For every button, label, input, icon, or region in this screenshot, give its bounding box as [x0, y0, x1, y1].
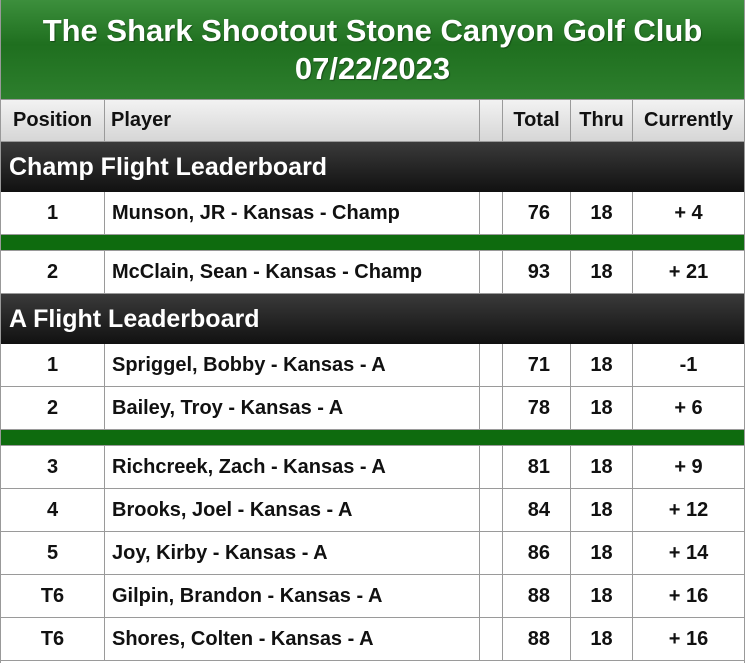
cell-player: Munson, JR - Kansas - Champ — [105, 192, 480, 234]
cell-thru: 18 — [571, 192, 633, 234]
cell-blank — [480, 192, 503, 234]
table-row: 1 Munson, JR - Kansas - Champ 76 18 + 4 — [1, 192, 744, 235]
cell-position: 2 — [1, 251, 105, 293]
cell-position: T6 — [1, 618, 105, 660]
cell-currently: + 12 — [668, 498, 709, 521]
cell-blank — [480, 251, 503, 293]
column-header-row: Position Player Total Thru Currently — [1, 99, 744, 142]
section-a-flight: A Flight Leaderboard — [1, 294, 744, 344]
cell-currently: + 16 — [668, 627, 709, 650]
cell-blank — [480, 446, 503, 488]
cell-currently: + 6 — [674, 396, 703, 419]
header-blank — [480, 100, 503, 141]
cell-thru: 18 — [571, 532, 633, 574]
cell-total: 93 — [503, 251, 571, 293]
cell-blank — [480, 489, 503, 531]
cell-currently: + 16 — [668, 584, 709, 607]
cell-position: 3 — [1, 446, 105, 488]
cell-blank — [480, 618, 503, 660]
cell-total: 88 — [503, 618, 571, 660]
cell-player: Brooks, Joel - Kansas - A — [105, 489, 480, 531]
header-thru: Thru — [571, 100, 633, 141]
table-row: 1 Spriggel, Bobby - Kansas - A 71 18 -1 — [1, 344, 744, 387]
cell-player: Spriggel, Bobby - Kansas - A — [105, 344, 480, 386]
table-row: T6 Gilpin, Brandon - Kansas - A 88 18 + … — [1, 575, 744, 618]
table-row: 2 Bailey, Troy - Kansas - A 78 18 + 6 — [1, 387, 744, 430]
cell-total: 81 — [503, 446, 571, 488]
table-row: T6 Shores, Colten - Kansas - A 88 18 + 1… — [1, 618, 744, 661]
header-total: Total — [503, 100, 571, 141]
cell-player: Bailey, Troy - Kansas - A — [105, 387, 480, 429]
cell-position: 2 — [1, 387, 105, 429]
cell-blank — [480, 532, 503, 574]
cell-currently: + 9 — [674, 455, 703, 478]
cell-total: 76 — [503, 192, 571, 234]
header-currently: Currently — [644, 109, 733, 131]
cell-blank — [480, 575, 503, 617]
cell-thru: 18 — [571, 251, 633, 293]
cell-total: 78 — [503, 387, 571, 429]
cut-separator — [1, 235, 744, 251]
cell-player: Joy, Kirby - Kansas - A — [105, 532, 480, 574]
title-date: 07/22/2023 — [294, 51, 451, 86]
cell-position: T6 — [1, 575, 105, 617]
cell-blank — [480, 344, 503, 386]
cell-position: 1 — [1, 192, 105, 234]
table-row: 2 McClain, Sean - Kansas - Champ 93 18 +… — [1, 251, 744, 294]
cell-player: Gilpin, Brandon - Kansas - A — [105, 575, 480, 617]
cell-position: 4 — [1, 489, 105, 531]
cell-currently: + 4 — [674, 201, 703, 224]
cell-currently: + 21 — [668, 260, 709, 283]
header-position: Position — [1, 100, 105, 141]
section-champ-flight: Champ Flight Leaderboard — [1, 142, 744, 192]
cell-thru: 18 — [571, 387, 633, 429]
cell-currently: + 14 — [668, 541, 709, 564]
table-row: 3 Richcreek, Zach - Kansas - A 81 18 + 9 — [1, 446, 744, 489]
table-row: 4 Brooks, Joel - Kansas - A 84 18 + 12 — [1, 489, 744, 532]
cell-player: Richcreek, Zach - Kansas - A — [105, 446, 480, 488]
leaderboard-title: The Shark Shootout Stone Canyon Golf Clu… — [1, 0, 744, 99]
cell-thru: 18 — [571, 489, 633, 531]
cell-currently: -1 — [679, 353, 698, 376]
cell-thru: 18 — [571, 575, 633, 617]
title-event: The Shark Shootout Stone Canyon Golf Clu… — [42, 13, 703, 48]
cut-separator — [1, 430, 744, 446]
cell-total: 86 — [503, 532, 571, 574]
cell-player: Shores, Colten - Kansas - A — [105, 618, 480, 660]
cell-player: McClain, Sean - Kansas - Champ — [105, 251, 480, 293]
cell-thru: 18 — [571, 344, 633, 386]
cell-total: 84 — [503, 489, 571, 531]
cell-position: 1 — [1, 344, 105, 386]
cell-total: 71 — [503, 344, 571, 386]
cell-total: 88 — [503, 575, 571, 617]
cell-thru: 18 — [571, 618, 633, 660]
cell-blank — [480, 387, 503, 429]
table-row: 5 Joy, Kirby - Kansas - A 86 18 + 14 — [1, 532, 744, 575]
cell-position: 5 — [1, 532, 105, 574]
header-player: Player — [105, 100, 480, 141]
cell-thru: 18 — [571, 446, 633, 488]
